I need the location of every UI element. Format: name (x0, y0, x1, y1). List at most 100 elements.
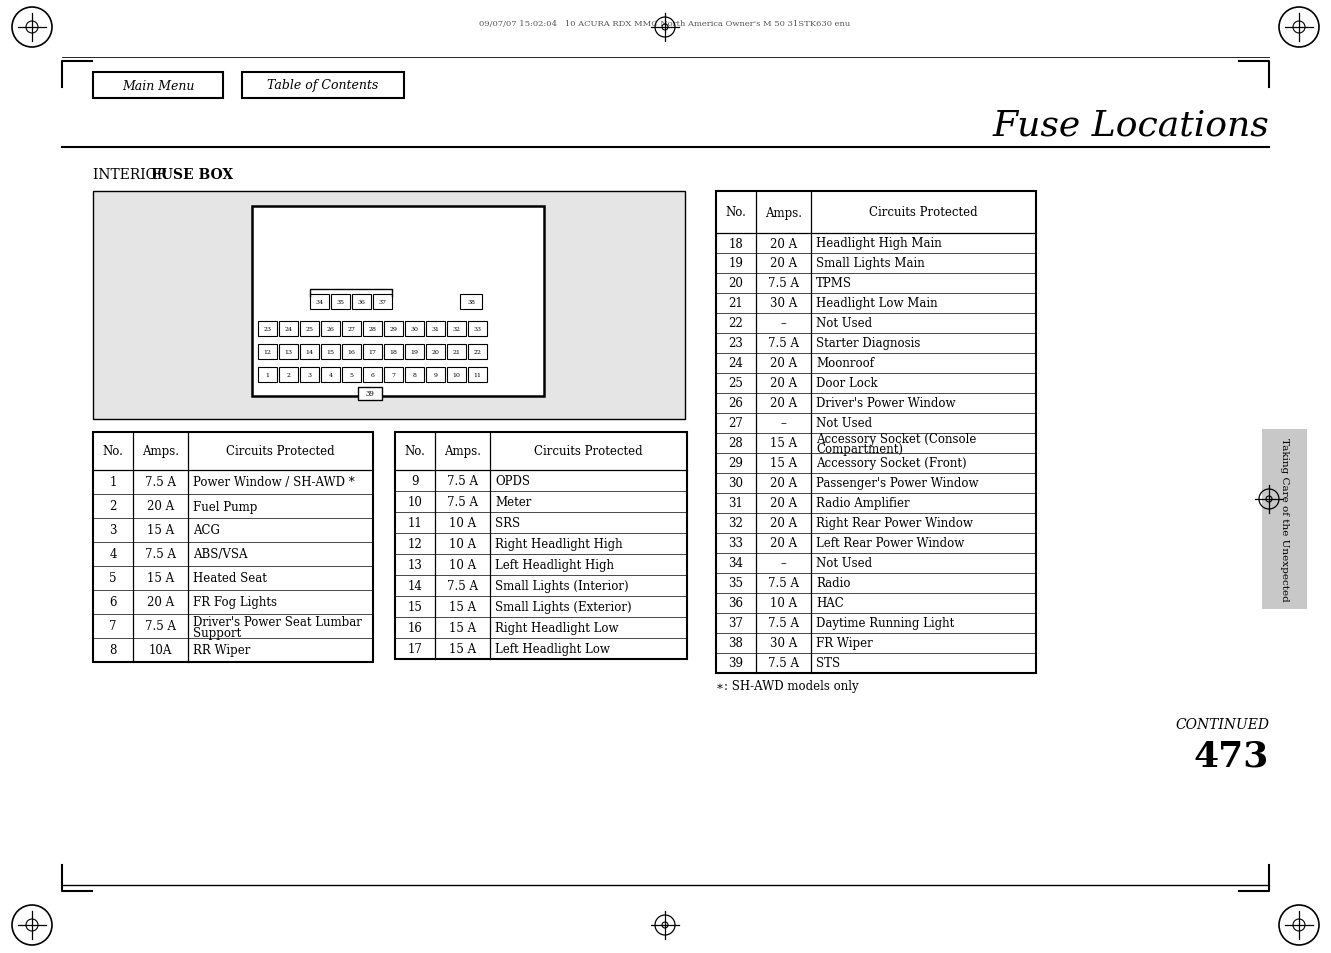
Text: 3: 3 (109, 524, 117, 537)
Text: 18: 18 (390, 350, 398, 355)
Text: FR Wiper: FR Wiper (816, 637, 873, 650)
Text: Support: Support (193, 626, 241, 639)
Text: 17: 17 (369, 350, 377, 355)
Bar (351, 294, 371, 310)
Text: Small Lights (Exterior): Small Lights (Exterior) (495, 600, 632, 614)
Text: 15 A: 15 A (449, 642, 476, 656)
Text: Radio: Radio (816, 577, 851, 590)
Text: 10: 10 (453, 373, 461, 377)
Text: 7.5 A: 7.5 A (447, 475, 478, 488)
Text: 19: 19 (728, 257, 744, 271)
Text: 23: 23 (264, 327, 272, 332)
Bar (469, 322, 487, 336)
Text: Headlight Low Main: Headlight Low Main (816, 297, 937, 310)
Text: 35: 35 (728, 577, 744, 590)
Text: 3: 3 (307, 373, 311, 377)
Text: Small Lights (Interior): Small Lights (Interior) (495, 579, 628, 593)
Text: Headlight High Main: Headlight High Main (816, 237, 942, 251)
Text: 2: 2 (109, 500, 117, 513)
Text: 16: 16 (407, 621, 422, 635)
Text: No.: No. (405, 445, 426, 458)
Text: 8: 8 (413, 373, 417, 377)
Text: Right Headlight Low: Right Headlight Low (495, 621, 619, 635)
Text: 10 A: 10 A (449, 558, 476, 572)
Text: ∗: SH-AWD models only: ∗: SH-AWD models only (716, 679, 858, 692)
Bar (385, 322, 403, 336)
Text: Amps.: Amps. (445, 445, 480, 458)
Bar (242, 73, 405, 99)
Text: 6: 6 (109, 596, 117, 609)
Text: 20 A: 20 A (769, 537, 797, 550)
Text: 24: 24 (728, 357, 744, 370)
Text: 36: 36 (358, 299, 366, 305)
Text: 4: 4 (329, 373, 333, 377)
Text: Accessory Socket (Front): Accessory Socket (Front) (816, 457, 966, 470)
Text: 7.5 A: 7.5 A (768, 617, 799, 630)
Text: 27: 27 (728, 417, 744, 430)
Text: OPDS: OPDS (495, 475, 530, 488)
Text: 20 A: 20 A (769, 497, 797, 510)
Text: 18: 18 (728, 237, 744, 251)
Text: 15: 15 (407, 600, 422, 614)
Bar (299, 368, 319, 382)
Text: 1: 1 (265, 373, 269, 377)
Bar (310, 294, 329, 310)
Bar (447, 345, 466, 359)
Text: 22: 22 (728, 317, 744, 330)
Text: 20 A: 20 A (769, 237, 797, 251)
Text: 11: 11 (407, 517, 422, 530)
Text: 20: 20 (431, 350, 439, 355)
Text: 25: 25 (306, 327, 314, 332)
Text: 14: 14 (305, 350, 314, 355)
Text: 31: 31 (431, 327, 439, 332)
Bar (93, 192, 685, 419)
Bar (280, 368, 298, 382)
Text: Daytime Running Light: Daytime Running Light (816, 617, 954, 630)
Text: Right Rear Power Window: Right Rear Power Window (816, 517, 973, 530)
Text: ACG: ACG (193, 524, 220, 537)
Bar (405, 368, 425, 382)
Text: 32: 32 (728, 517, 744, 530)
Text: 22: 22 (474, 350, 482, 355)
Text: TPMS: TPMS (816, 277, 852, 291)
Bar (405, 322, 425, 336)
Text: 37: 37 (378, 299, 386, 305)
Text: 1: 1 (109, 476, 117, 489)
Text: 7.5 A: 7.5 A (768, 337, 799, 350)
Text: 28: 28 (728, 437, 744, 450)
Text: Amps.: Amps. (765, 206, 803, 219)
Text: 30: 30 (410, 327, 418, 332)
Bar (363, 345, 382, 359)
Text: Accessory Socket (Console: Accessory Socket (Console (816, 433, 977, 446)
Text: 6: 6 (370, 373, 374, 377)
Bar (321, 368, 339, 382)
Text: 29: 29 (728, 457, 744, 470)
Bar (280, 345, 298, 359)
Text: 12: 12 (264, 350, 272, 355)
Text: 10 A: 10 A (449, 537, 476, 551)
Text: Circuits Protected: Circuits Protected (534, 445, 643, 458)
Text: 9: 9 (434, 373, 438, 377)
Bar (363, 368, 382, 382)
Text: Not Used: Not Used (816, 317, 872, 330)
Text: 9: 9 (411, 475, 419, 488)
Text: 7: 7 (391, 373, 395, 377)
Bar (716, 192, 1036, 673)
Text: ABS/VSA: ABS/VSA (193, 548, 248, 561)
Text: 7.5 A: 7.5 A (447, 496, 478, 509)
Text: 15 A: 15 A (449, 621, 476, 635)
Text: 20 A: 20 A (146, 500, 174, 513)
Text: 7.5 A: 7.5 A (145, 548, 176, 561)
Text: 34: 34 (728, 557, 744, 570)
Bar (93, 433, 373, 662)
Text: 32: 32 (453, 327, 461, 332)
Text: 30 A: 30 A (769, 297, 797, 310)
Text: HAC: HAC (816, 597, 844, 610)
Text: Right Headlight High: Right Headlight High (495, 537, 623, 551)
Bar (469, 368, 487, 382)
Text: 7.5 A: 7.5 A (145, 619, 176, 633)
Text: INTERIOR: INTERIOR (93, 168, 172, 182)
Text: 10A: 10A (149, 644, 172, 657)
Text: 12: 12 (407, 537, 422, 551)
Text: 17: 17 (407, 642, 422, 656)
